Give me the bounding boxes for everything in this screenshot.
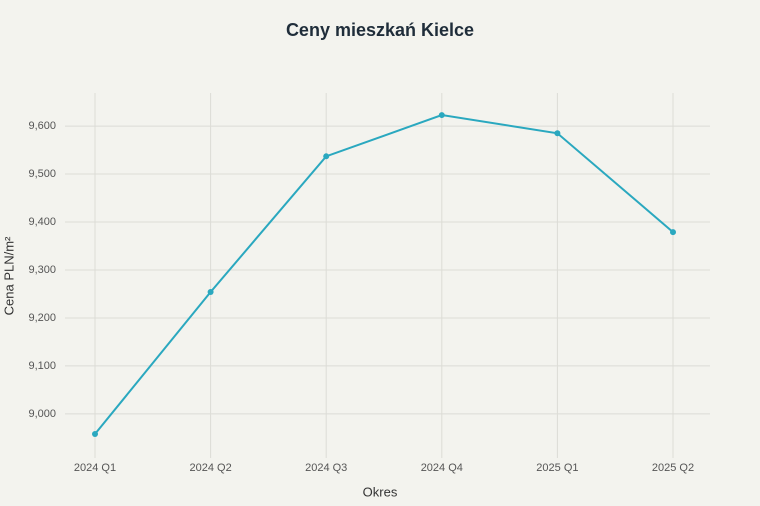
point	[438, 112, 445, 119]
point	[670, 229, 676, 236]
x-tick-label: 2024 Q4	[421, 462, 463, 474]
y-tick-label: 9,200	[28, 312, 56, 324]
x-tick-label: 2024 Q2	[189, 462, 231, 474]
y-tick-label: 9,500	[28, 168, 56, 180]
chart-title: Ceny mieszkań Kielce	[286, 20, 474, 40]
y-tick-label: 9,400	[28, 216, 56, 228]
x-tick-label: 2024 Q1	[74, 462, 116, 474]
x-axis-title: Okres	[363, 484, 398, 499]
y-tick-label: 9,300	[28, 264, 56, 276]
x-tick-label: 2024 Q3	[305, 462, 347, 474]
y-tick-label: 9,600	[28, 120, 56, 132]
point	[554, 130, 561, 137]
y-tick-label: 9,100	[28, 360, 56, 372]
point	[323, 153, 330, 160]
line	[94, 114, 674, 435]
point	[207, 289, 214, 296]
y-tick-label: 9,000	[28, 408, 56, 420]
point	[92, 431, 98, 438]
x-tick-label: 2025 Q1	[536, 462, 578, 474]
y-axis-title: Cena PLN/m²	[1, 236, 16, 315]
x-tick-label: 2025 Q2	[652, 462, 694, 474]
